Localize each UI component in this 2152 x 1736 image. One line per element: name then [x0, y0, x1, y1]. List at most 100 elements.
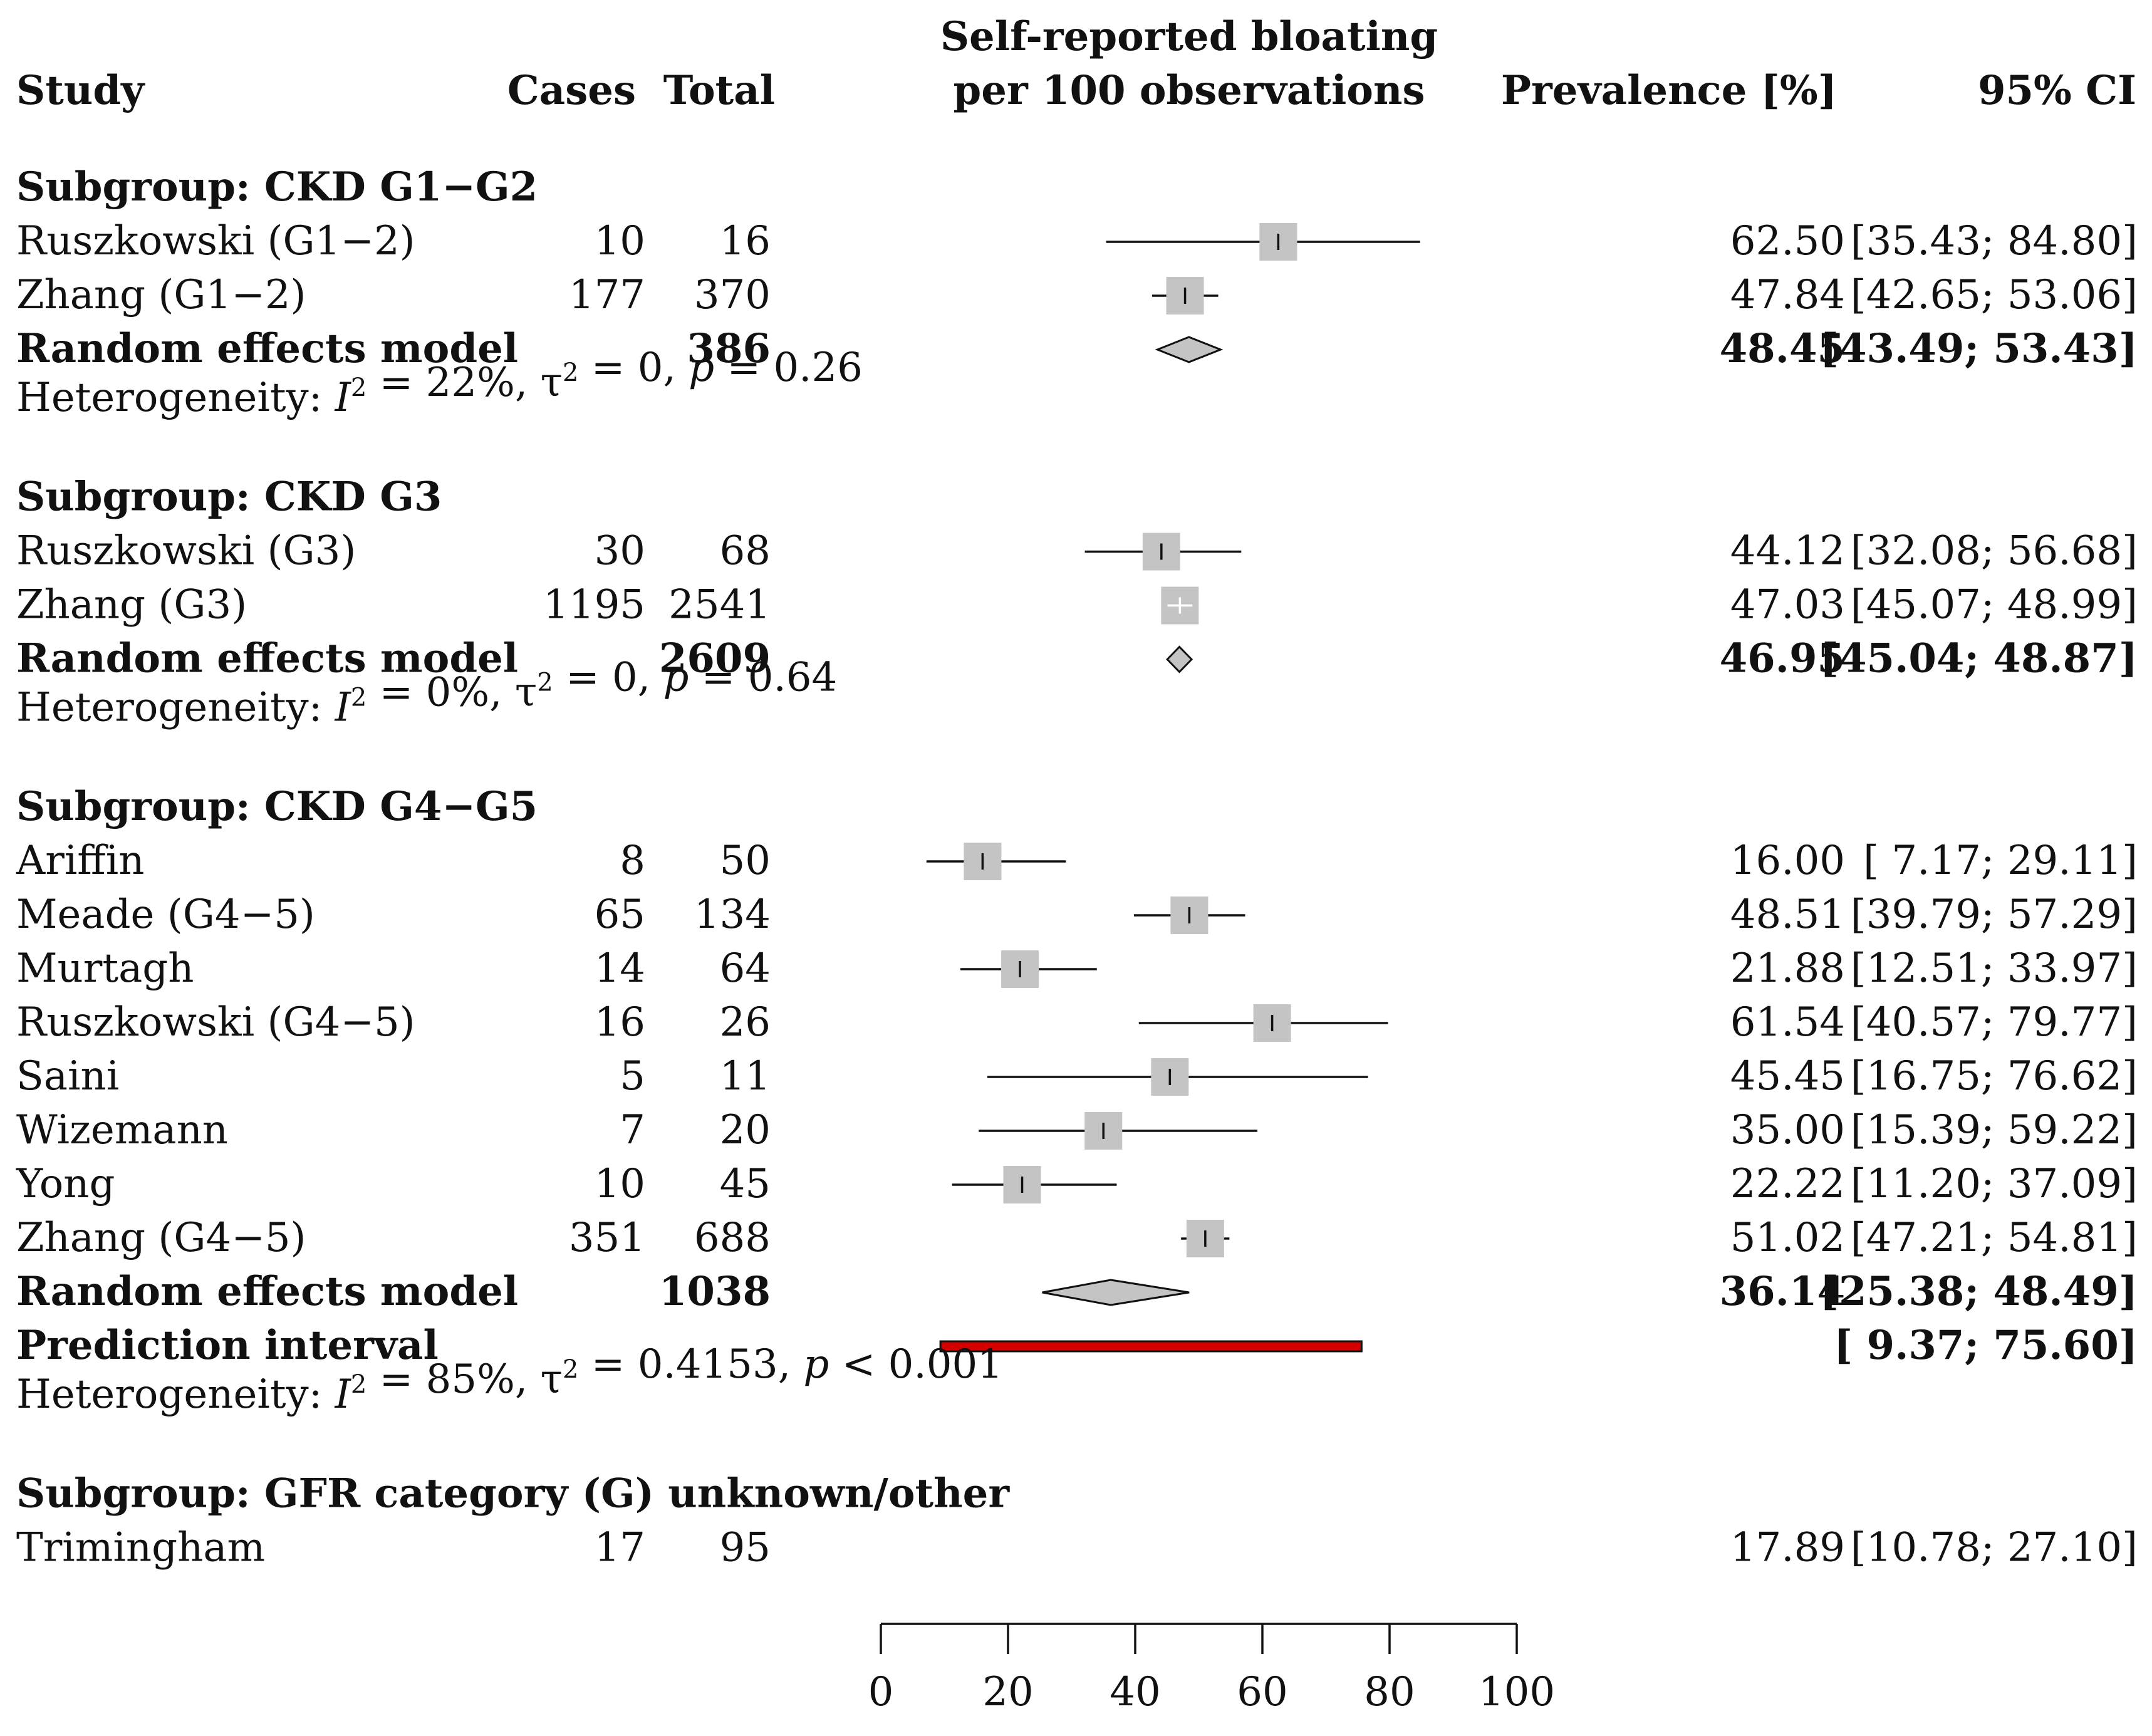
- study-prevalence: 61.54: [1730, 999, 1845, 1046]
- model-total: 1038: [659, 1268, 771, 1315]
- heterogeneity-part: = 0.64: [689, 655, 837, 701]
- study-prevalence: 51.02: [1730, 1215, 1845, 1261]
- heterogeneity-part: 2: [351, 1370, 366, 1399]
- model-prevalence: 46.95: [1720, 635, 1845, 682]
- heterogeneity-part: = 0,: [578, 345, 689, 391]
- heterogeneity-part: 2: [563, 358, 578, 387]
- study-cases: 65: [595, 891, 645, 938]
- study-ci: [32.08; 56.68]: [1851, 528, 2138, 574]
- study-prevalence: 16.00: [1730, 838, 1845, 884]
- model-prevalence: 48.45: [1720, 325, 1845, 372]
- x-tick-label: 20: [982, 1669, 1033, 1715]
- study-name: Wizemann: [16, 1107, 228, 1153]
- study-total: 50: [720, 838, 771, 884]
- heterogeneity-part: p: [803, 1341, 829, 1388]
- prediction-ci: [ 9.37; 75.60]: [1834, 1322, 2138, 1369]
- heterogeneity-part: 2: [563, 1355, 578, 1384]
- model-diamond: [1155, 336, 1224, 363]
- study-prevalence: 17.89: [1730, 1525, 1845, 1571]
- study-cases: 10: [595, 1161, 645, 1207]
- heterogeneity-text: Heterogeneity: I2 = 85%, τ2 = 0.4153, p …: [16, 1341, 1003, 1418]
- model-diamond: [1042, 1279, 1190, 1306]
- study-name: Saini: [16, 1053, 119, 1099]
- study-cases: 5: [620, 1053, 645, 1099]
- x-tick-label: 0: [868, 1669, 894, 1715]
- study-total: 2541: [668, 582, 771, 628]
- heterogeneity-part: I: [335, 375, 352, 421]
- model-ci: [45.04; 48.87]: [1820, 635, 2138, 682]
- heterogeneity-part: Heterogeneity:: [16, 375, 335, 421]
- study-ci: [16.75; 76.62]: [1851, 1053, 2138, 1099]
- heterogeneity-part: = 0.26: [714, 345, 863, 391]
- heterogeneity-part: < 0.001: [829, 1341, 1003, 1388]
- study-cases: 16: [595, 999, 645, 1046]
- study-total: 64: [720, 945, 771, 992]
- study-prevalence: 22.22: [1730, 1161, 1845, 1207]
- study-ci: [35.43; 84.80]: [1851, 218, 2138, 264]
- study-prevalence: 44.12: [1730, 528, 1845, 574]
- study-total: 20: [720, 1107, 771, 1153]
- heterogeneity-part: = 0,: [553, 655, 663, 701]
- study-total: 11: [720, 1053, 771, 1099]
- heterogeneity-part: = 0.4153,: [578, 1341, 803, 1388]
- heterogeneity-part: Heterogeneity:: [16, 1371, 335, 1418]
- x-tick-label: 40: [1110, 1669, 1160, 1715]
- heterogeneity-part: I: [335, 1371, 352, 1418]
- model-label: Random effects model: [16, 325, 518, 372]
- study-name: Trimingham: [16, 1525, 265, 1571]
- subgroup-label: Subgroup: GFR category (G) unknown/other: [16, 1470, 1010, 1517]
- study-ci: [47.21; 54.81]: [1851, 1215, 2138, 1261]
- study-name: Meade (G4−5): [16, 891, 315, 938]
- study-prevalence: 45.45: [1730, 1053, 1845, 1099]
- study-total: 68: [720, 528, 771, 574]
- study-name: Zhang (G1−2): [16, 272, 306, 318]
- study-ci: [ 7.17; 29.11]: [1863, 838, 2138, 884]
- study-cases: 7: [620, 1107, 645, 1153]
- study-cases: 8: [620, 838, 645, 884]
- study-total: 16: [720, 218, 771, 264]
- study-name: Yong: [16, 1161, 115, 1207]
- study-total: 45: [720, 1161, 771, 1207]
- model-total: 2609: [659, 635, 771, 682]
- header-prevalence: Prevalence [%]: [1501, 67, 1837, 114]
- study-total: 370: [694, 272, 771, 318]
- study-total: 688: [694, 1215, 771, 1261]
- x-tick-label: 100: [1479, 1669, 1555, 1715]
- header-ci: 95% CI: [1978, 67, 2136, 114]
- study-prevalence: 21.88: [1730, 945, 1845, 992]
- study-ci: [15.39; 59.22]: [1851, 1107, 2138, 1153]
- plot-title-line1: Self-reported bloating: [940, 13, 1438, 60]
- x-tick-label: 60: [1237, 1669, 1287, 1715]
- study-name: Ruszkowski (G3): [16, 528, 356, 574]
- heterogeneity-part: = 0%, τ: [366, 670, 537, 716]
- heterogeneity-part: Heterogeneity:: [16, 685, 335, 731]
- study-name: Ruszkowski (G4−5): [16, 999, 415, 1046]
- heterogeneity-part: 2: [537, 668, 553, 697]
- study-cases: 10: [595, 218, 645, 264]
- x-tick-label: 80: [1364, 1669, 1415, 1715]
- study-ci: [12.51; 33.97]: [1851, 945, 2138, 992]
- heterogeneity-part: 2: [351, 373, 366, 402]
- study-cases: 17: [595, 1525, 645, 1571]
- study-prevalence: 35.00: [1730, 1107, 1845, 1153]
- plot-title-line2: per 100 observations: [953, 67, 1425, 114]
- study-total: 134: [694, 891, 771, 938]
- study-ci: [11.20; 37.09]: [1851, 1161, 2138, 1207]
- study-prevalence: 62.50: [1730, 218, 1845, 264]
- study-total: 26: [720, 999, 771, 1046]
- model-total: 386: [687, 325, 771, 372]
- study-ci: [10.78; 27.10]: [1851, 1525, 2138, 1571]
- prediction-bar: [939, 1340, 1363, 1353]
- study-name: Ariffin: [16, 838, 144, 884]
- heterogeneity-part: p: [663, 655, 689, 701]
- subgroup-label: Subgroup: CKD G4−G5: [16, 783, 538, 830]
- study-prevalence: 47.03: [1730, 582, 1845, 628]
- study-cases: 177: [569, 272, 645, 318]
- model-label: Random effects model: [16, 1268, 518, 1315]
- study-prevalence: 47.84: [1730, 272, 1845, 318]
- study-ci: [42.65; 53.06]: [1851, 272, 2138, 318]
- model-prevalence: 36.14: [1720, 1268, 1845, 1315]
- study-prevalence: 48.51: [1730, 891, 1845, 938]
- study-total: 95: [720, 1525, 771, 1571]
